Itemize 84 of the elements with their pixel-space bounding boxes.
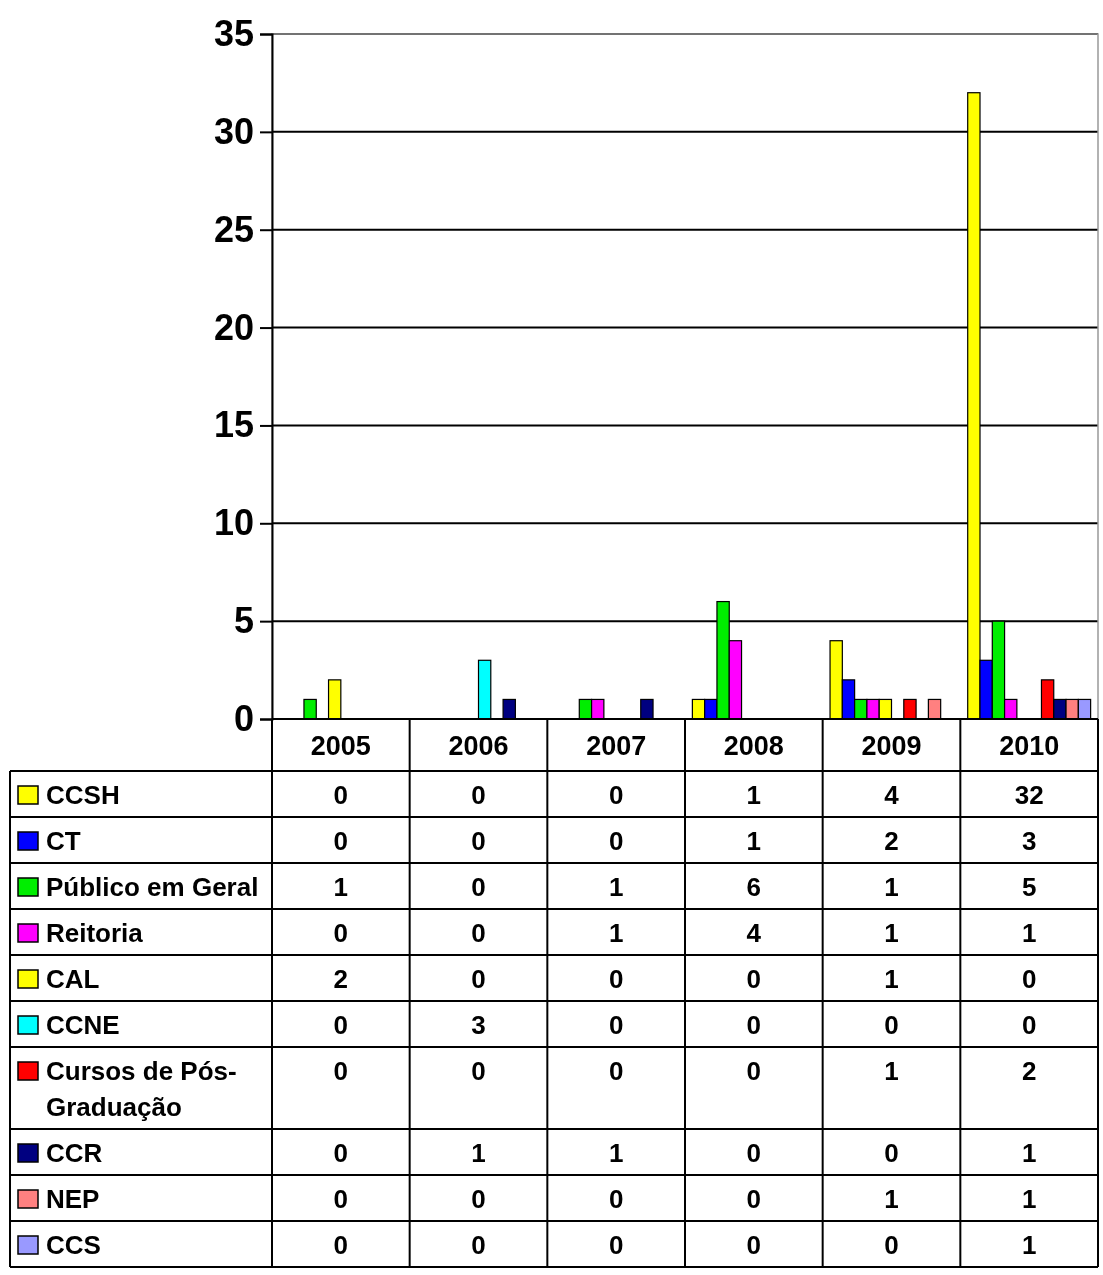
x-tick-label: 2006 bbox=[448, 731, 509, 761]
data-label: 0 bbox=[884, 1138, 899, 1168]
data-label: 2 bbox=[884, 826, 899, 856]
data-label: 0 bbox=[471, 780, 486, 810]
x-tick-label: 2008 bbox=[723, 731, 784, 761]
y-tick-label: 35 bbox=[213, 13, 254, 55]
data-label: 1 bbox=[1021, 918, 1037, 948]
y-tick-label: 15 bbox=[213, 404, 254, 446]
data-label: 1 bbox=[884, 964, 899, 994]
data-label: 0 bbox=[608, 964, 624, 994]
data-label: 0 bbox=[471, 964, 486, 994]
data-label: 0 bbox=[333, 1138, 349, 1168]
data-label: 0 bbox=[471, 1184, 486, 1214]
data-label: 1 bbox=[746, 826, 762, 856]
data-label: 1 bbox=[1021, 1138, 1037, 1168]
data-label: 0 bbox=[333, 1010, 349, 1040]
data-label: 1 bbox=[884, 1184, 899, 1214]
y-tick-label: 25 bbox=[213, 208, 254, 250]
data-label: 0 bbox=[471, 1230, 486, 1260]
data-label: 0 bbox=[1021, 1010, 1037, 1040]
data-label: 0 bbox=[333, 780, 349, 810]
data-label: 0 bbox=[746, 1010, 762, 1040]
data-label: 1 bbox=[608, 872, 624, 902]
x-tick-label: 2010 bbox=[999, 731, 1060, 761]
data-label: 0 bbox=[1021, 964, 1037, 994]
data-label: 1 bbox=[1021, 1184, 1037, 1214]
data-label: 0 bbox=[471, 872, 486, 902]
data-label: 0 bbox=[333, 1184, 349, 1214]
data-label: 0 bbox=[471, 1056, 486, 1086]
data-label: 0 bbox=[608, 780, 624, 810]
legend-label: CAL bbox=[46, 964, 100, 994]
y-tick-label: 5 bbox=[233, 600, 254, 642]
data-label: 1 bbox=[746, 780, 762, 810]
data-label: 1 bbox=[884, 872, 899, 902]
data-label: 0 bbox=[884, 1230, 899, 1260]
legend-label: CCS bbox=[46, 1230, 101, 1260]
y-tick-label: 10 bbox=[213, 502, 254, 544]
data-label: 0 bbox=[333, 826, 349, 856]
data-label: 1 bbox=[884, 918, 899, 948]
data-label: 0 bbox=[746, 964, 762, 994]
legend-label: NEP bbox=[46, 1184, 100, 1214]
data-label: 0 bbox=[333, 1056, 349, 1086]
data-label: 1 bbox=[333, 872, 349, 902]
data-label: 0 bbox=[608, 826, 624, 856]
legend-label: CCR bbox=[46, 1138, 103, 1168]
legend-label: CT bbox=[46, 826, 81, 856]
data-label: 3 bbox=[1021, 826, 1037, 856]
x-tick-label: 2009 bbox=[861, 731, 922, 761]
data-label: 0 bbox=[746, 1230, 762, 1260]
data-label: 0 bbox=[471, 918, 486, 948]
legend-label: Cursos de Pós-Graduação bbox=[46, 1056, 237, 1122]
y-tick-label: 30 bbox=[213, 110, 254, 152]
data-label: 32 bbox=[1014, 780, 1044, 810]
data-label: 0 bbox=[746, 1138, 762, 1168]
legend-label: Público em Geral bbox=[46, 872, 259, 902]
data-label: 0 bbox=[746, 1184, 762, 1214]
data-label: 0 bbox=[746, 1056, 762, 1086]
data-label: 1 bbox=[1021, 1230, 1037, 1260]
data-label: 0 bbox=[608, 1184, 624, 1214]
y-tick-label: 20 bbox=[213, 306, 254, 348]
data-label: 3 bbox=[471, 1010, 486, 1040]
data-label: 6 bbox=[746, 872, 762, 902]
x-tick-label: 2007 bbox=[586, 731, 647, 761]
data-label: 1 bbox=[608, 1138, 624, 1168]
data-label: 4 bbox=[746, 918, 762, 948]
data-label: 0 bbox=[333, 918, 349, 948]
data-label: 0 bbox=[608, 1010, 624, 1040]
y-tick-label: 0 bbox=[233, 698, 254, 740]
data-label: 5 bbox=[1021, 872, 1037, 902]
legend-label: CCSH bbox=[46, 780, 120, 810]
data-label: 4 bbox=[884, 780, 900, 810]
data-label: 1 bbox=[608, 918, 624, 948]
data-label: 2 bbox=[333, 964, 349, 994]
data-label: 0 bbox=[884, 1010, 899, 1040]
data-label: 1 bbox=[471, 1138, 486, 1168]
legend-label: CCNE bbox=[46, 1010, 120, 1040]
data-label: 1 bbox=[884, 1056, 899, 1086]
legend-label: Reitoria bbox=[46, 918, 144, 948]
x-tick-label: 2005 bbox=[310, 731, 371, 761]
data-label: 0 bbox=[608, 1056, 624, 1086]
data-label: 2 bbox=[1021, 1056, 1037, 1086]
data-label: 0 bbox=[608, 1230, 624, 1260]
data-label: 0 bbox=[333, 1230, 349, 1260]
data-label: 0 bbox=[471, 826, 486, 856]
